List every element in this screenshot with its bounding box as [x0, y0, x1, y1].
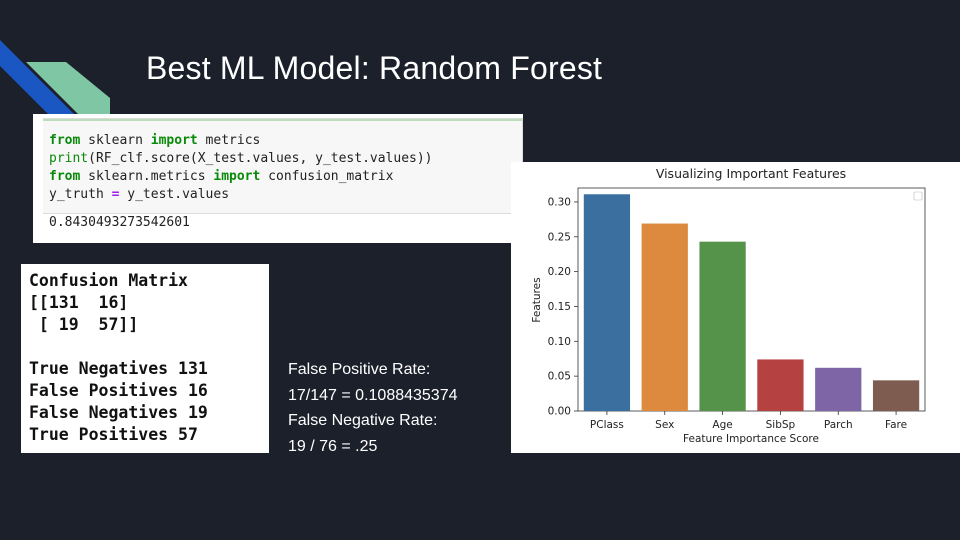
code-line: print(RF_clf.score(X_test.values, y_test…	[49, 150, 433, 168]
code-token: print	[49, 151, 89, 166]
x-tick-label: SibSp	[766, 419, 796, 431]
y-tick-label: 0.20	[548, 266, 571, 278]
confusion-line: True Negatives 131	[29, 359, 208, 378]
code-cell: from sklearn import metrics print(RF_clf.…	[43, 118, 523, 214]
fpr-value: 17/147 = 0.1088435374	[288, 386, 458, 404]
bar-sibsp	[757, 359, 804, 411]
y-tick-label: 0.05	[548, 371, 571, 383]
code-token: y_test.values	[119, 187, 230, 202]
x-tick-label: Parch	[824, 419, 853, 431]
bar-parch	[815, 367, 862, 411]
code-output: 0.8430493273542601	[49, 215, 190, 230]
feature-importance-chart: Visualizing Important Features 0.00 0.05 0…	[511, 162, 960, 453]
code-token: metrics	[197, 133, 261, 148]
chart-title: Visualizing Important Features	[656, 166, 846, 181]
slide-title: Best ML Model: Random Forest	[146, 50, 603, 86]
legend-box	[913, 191, 923, 201]
confusion-line: [[131 16]	[29, 293, 129, 312]
fnr-label: False Negative Rate:	[288, 412, 438, 429]
y-tick-label: 0.15	[548, 301, 571, 313]
bar-age	[699, 241, 746, 411]
confusion-line: True Positives 57	[29, 425, 198, 444]
code-token: y_truth	[49, 187, 112, 202]
bar-sex	[641, 223, 688, 411]
y-tick-label: 0.30	[548, 196, 571, 208]
y-tick-label: 0.10	[548, 336, 571, 348]
code-token: from	[49, 169, 81, 184]
code-line: y_truth = y_test.values	[49, 186, 433, 204]
code-token: import	[150, 133, 198, 148]
confusion-line: Confusion Matrix	[29, 271, 188, 290]
x-tick-label: Fare	[885, 419, 907, 431]
y-axis-label: Features	[531, 277, 543, 322]
plot-frame	[577, 187, 926, 412]
confusion-line	[29, 336, 269, 358]
code-token: import	[213, 169, 261, 184]
bar-pclass	[583, 194, 631, 411]
code-line: from sklearn.metrics import confusion_ma…	[49, 168, 433, 186]
fnr-value: 19 / 76 = .25	[288, 437, 378, 455]
rates-text: False Positive Rate: 17/147 = 0.10884353…	[288, 357, 458, 459]
code-lines: from sklearn import metrics print(RF_clf.…	[49, 132, 433, 204]
code-token: sklearn.metrics	[80, 169, 214, 184]
fpr-label: False Positive Rate:	[288, 361, 431, 378]
confusion-line: False Positives 16	[29, 381, 208, 400]
chart-svg: Visualizing Important Features 0.00 0.05 0…	[531, 166, 926, 445]
code-token: confusion_matrix	[260, 169, 394, 184]
code-screenshot: from sklearn import metrics print(RF_clf.…	[33, 114, 523, 243]
confusion-matrix-screenshot: Confusion Matrix [[131 16] [ 19 57]] True …	[21, 264, 269, 453]
code-token: =	[111, 187, 120, 202]
corner-decoration	[0, 40, 110, 114]
x-tick-label: Sex	[655, 419, 674, 431]
bar-fare	[872, 380, 920, 411]
code-token: (RF_clf.score(X_test.values, y_test.valu…	[88, 151, 433, 166]
x-tick-label: PClass	[590, 419, 624, 431]
x-axis-label: Feature Importance Score	[683, 433, 819, 445]
confusion-line: False Negatives 19	[29, 403, 208, 422]
code-token: from	[49, 133, 81, 148]
y-tick-label: 0.25	[548, 231, 571, 243]
code-token: sklearn	[80, 133, 151, 148]
y-tick-label: 0.00	[548, 406, 571, 418]
code-line: from sklearn import metrics	[49, 132, 433, 150]
x-tick-label: Age	[712, 419, 732, 431]
confusion-line: [ 19 57]]	[29, 315, 139, 334]
